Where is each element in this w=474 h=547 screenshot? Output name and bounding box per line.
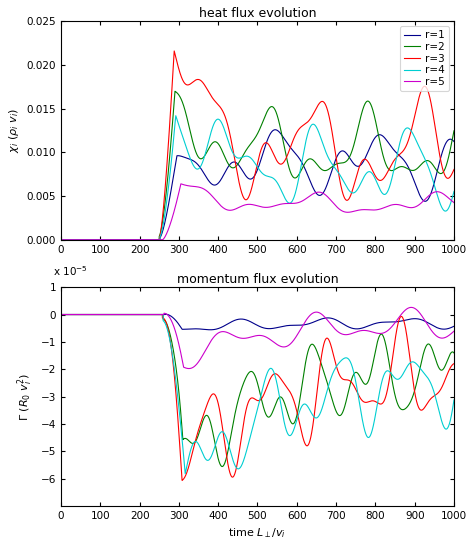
r=2 (126, 236, 132, 243)
r=5 (451, 199, 457, 206)
r=3 (444, 174, 449, 181)
Title: heat flux evolution: heat flux evolution (199, 7, 316, 20)
Text: x 10$^{-5}$: x 10$^{-5}$ (53, 265, 88, 278)
r=3 (172, 48, 177, 54)
r=2 (444, 162, 449, 168)
Legend: r=1, r=2, r=3, r=4, r=5: r=1, r=2, r=3, r=4, r=5 (400, 26, 449, 91)
r=3 (401, 147, 407, 153)
r=5 (126, 236, 132, 243)
Line: r=4: r=4 (61, 116, 454, 240)
r=1 (273, 126, 278, 133)
Line: r=5: r=5 (61, 184, 454, 240)
r=5 (226, 207, 232, 213)
r=1 (226, 163, 232, 170)
Y-axis label: $\Gamma$ ($R_0$ $v_i^2$): $\Gamma$ ($R_0$ $v_i^2$) (16, 373, 35, 421)
r=3 (226, 126, 232, 133)
r=5 (209, 193, 215, 199)
r=4 (103, 236, 109, 243)
r=5 (444, 193, 449, 200)
r=3 (126, 236, 132, 243)
r=2 (451, 127, 457, 134)
Line: r=2: r=2 (61, 91, 454, 240)
r=4 (444, 207, 449, 214)
r=1 (126, 236, 132, 243)
r=4 (173, 113, 179, 119)
r=2 (103, 236, 109, 243)
r=4 (226, 139, 232, 146)
r=5 (178, 181, 184, 187)
X-axis label: time $L_\perp/v_i$: time $L_\perp/v_i$ (228, 526, 286, 540)
Y-axis label: $\chi_i$ ($\rho_i$ $v_i$): $\chi_i$ ($\rho_i$ $v_i$) (7, 108, 21, 153)
r=2 (172, 88, 178, 95)
r=4 (58, 236, 64, 243)
r=5 (401, 203, 407, 210)
r=1 (58, 236, 64, 243)
r=5 (58, 236, 64, 243)
r=4 (209, 126, 215, 133)
Line: r=3: r=3 (61, 51, 454, 240)
r=3 (103, 236, 109, 243)
Line: r=1: r=1 (61, 130, 454, 240)
r=2 (209, 141, 215, 147)
r=1 (209, 181, 215, 187)
r=1 (401, 157, 407, 164)
r=2 (58, 236, 64, 243)
r=1 (444, 139, 449, 146)
r=1 (451, 138, 457, 145)
r=3 (209, 94, 215, 100)
r=5 (103, 236, 109, 243)
r=4 (126, 236, 132, 243)
r=2 (226, 161, 232, 168)
r=2 (401, 164, 407, 170)
Title: momentum flux evolution: momentum flux evolution (177, 273, 338, 286)
r=3 (451, 166, 457, 173)
r=1 (103, 236, 109, 243)
r=3 (58, 236, 64, 243)
r=4 (401, 127, 407, 134)
r=4 (451, 188, 457, 195)
